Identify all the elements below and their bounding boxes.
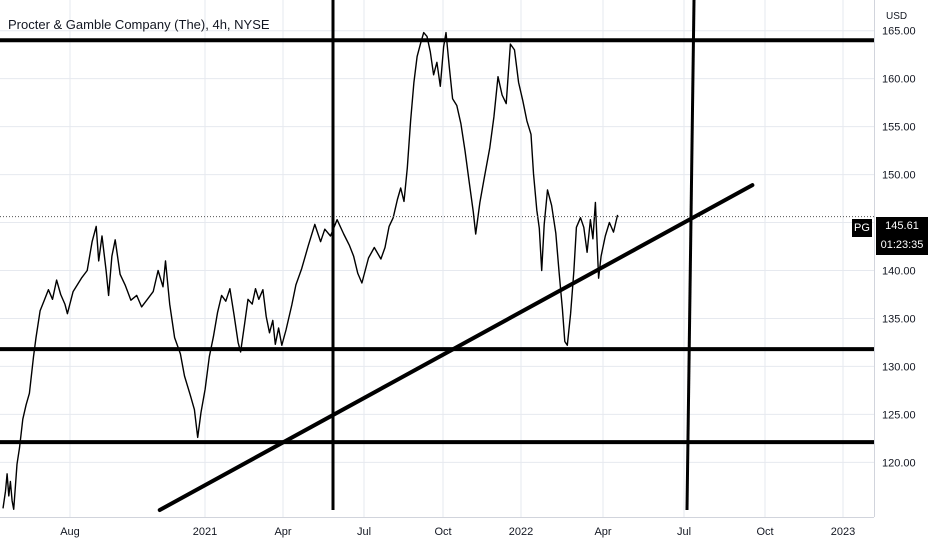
chart-title: Procter & Gamble Company (The), 4h, NYSE [8, 17, 270, 32]
x-tick-label: Jul [357, 526, 371, 538]
grid-lines [0, 0, 874, 517]
y-tick-label: 155.00 [882, 122, 916, 134]
x-tick-label: Oct [756, 526, 773, 538]
price-line [2, 31, 619, 510]
y-tick-label: 140.00 [882, 265, 916, 277]
y-tick-label: 125.00 [882, 409, 916, 421]
x-tick-label: Jul [677, 526, 691, 538]
plot-area [0, 0, 874, 517]
currency-label: USD [886, 11, 908, 22]
last-price-value: 145.61 [885, 220, 919, 232]
x-tick-label: Apr [594, 526, 611, 538]
y-tick-label: 120.00 [882, 457, 916, 469]
time-axis: Aug 2021 Apr Jul Oct 2022 Apr Jul Oct 2023 [60, 526, 855, 538]
x-tick-label: Apr [274, 526, 291, 538]
x-tick-label: Oct [434, 526, 451, 538]
x-tick-label: 2022 [509, 526, 533, 538]
x-tick-label: 2023 [831, 526, 855, 538]
y-tick-label: 135.00 [882, 313, 916, 325]
y-tick-label: 160.00 [882, 74, 916, 86]
x-tick-label: Aug [60, 526, 80, 538]
y-tick-label: 130.00 [882, 361, 916, 373]
last-price-badge: 145.61 01:23:35 [876, 217, 928, 255]
drawing-tools [0, 0, 874, 512]
bar-countdown: 01:23:35 [880, 239, 924, 251]
symbol-badge: PG [852, 219, 872, 237]
price-series [2, 31, 619, 510]
vertical-line-jul-2022 [685, 0, 696, 511]
y-tick-label: 150.00 [882, 170, 916, 182]
y-tick-label: 165.00 [882, 26, 916, 38]
support-trendline [157, 183, 755, 512]
x-tick-label: 2021 [193, 526, 217, 538]
